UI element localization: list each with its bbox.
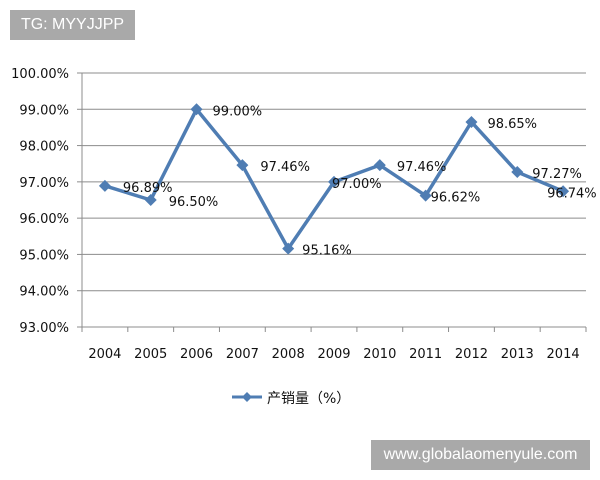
x-tick-label: 2005 bbox=[134, 347, 167, 362]
x-tick-label: 2010 bbox=[363, 347, 396, 362]
x-tick-label: 2014 bbox=[547, 347, 580, 362]
y-tick-label: 94.00% bbox=[19, 285, 69, 300]
x-tick-label: 2011 bbox=[409, 347, 442, 362]
data-label: 97.27% bbox=[532, 167, 582, 182]
x-tick-label: 2013 bbox=[501, 347, 534, 362]
data-point bbox=[557, 185, 570, 198]
y-tick-label: 95.00% bbox=[19, 248, 69, 263]
watermark-bottom: www.globalaomenyule.com bbox=[371, 440, 590, 470]
data-point bbox=[98, 179, 111, 192]
x-tick-label: 2008 bbox=[272, 347, 305, 362]
data-point bbox=[282, 242, 295, 255]
data-label: 96.62% bbox=[431, 191, 481, 206]
data-point bbox=[419, 189, 432, 202]
legend-label: 产销量（%） bbox=[267, 391, 350, 407]
data-label: 97.00% bbox=[332, 177, 382, 192]
y-tick-label: 99.00% bbox=[19, 103, 69, 118]
y-tick-label: 100.00% bbox=[11, 67, 69, 82]
data-label: 97.46% bbox=[260, 160, 310, 175]
y-tick-label: 93.00% bbox=[19, 321, 69, 336]
data-label: 96.74% bbox=[547, 186, 597, 201]
legend-marker bbox=[242, 392, 252, 402]
data-label: 98.65% bbox=[487, 117, 537, 132]
data-label: 96.89% bbox=[123, 181, 173, 196]
x-tick-label: 2004 bbox=[88, 347, 121, 362]
data-point bbox=[236, 159, 249, 172]
data-point bbox=[144, 194, 157, 206]
data-point bbox=[511, 166, 524, 179]
x-tick-label: 2006 bbox=[180, 347, 213, 362]
data-point bbox=[190, 103, 203, 116]
watermark-top: TG: MYYJJPP bbox=[10, 10, 135, 40]
data-point bbox=[373, 159, 386, 172]
data-point bbox=[328, 175, 340, 188]
y-tick-label: 96.00% bbox=[19, 212, 69, 227]
data-point bbox=[465, 115, 478, 128]
data-label: 95.16% bbox=[302, 244, 352, 259]
x-tick-label: 2009 bbox=[317, 347, 350, 362]
y-tick-label: 98.00% bbox=[19, 140, 69, 155]
data-label: 97.46% bbox=[397, 160, 447, 175]
data-label: 96.50% bbox=[169, 195, 219, 210]
x-tick-label: 2012 bbox=[455, 347, 488, 362]
data-label: 99.00% bbox=[213, 104, 263, 119]
x-tick-label: 2007 bbox=[226, 347, 259, 362]
y-tick-label: 97.00% bbox=[19, 176, 69, 191]
